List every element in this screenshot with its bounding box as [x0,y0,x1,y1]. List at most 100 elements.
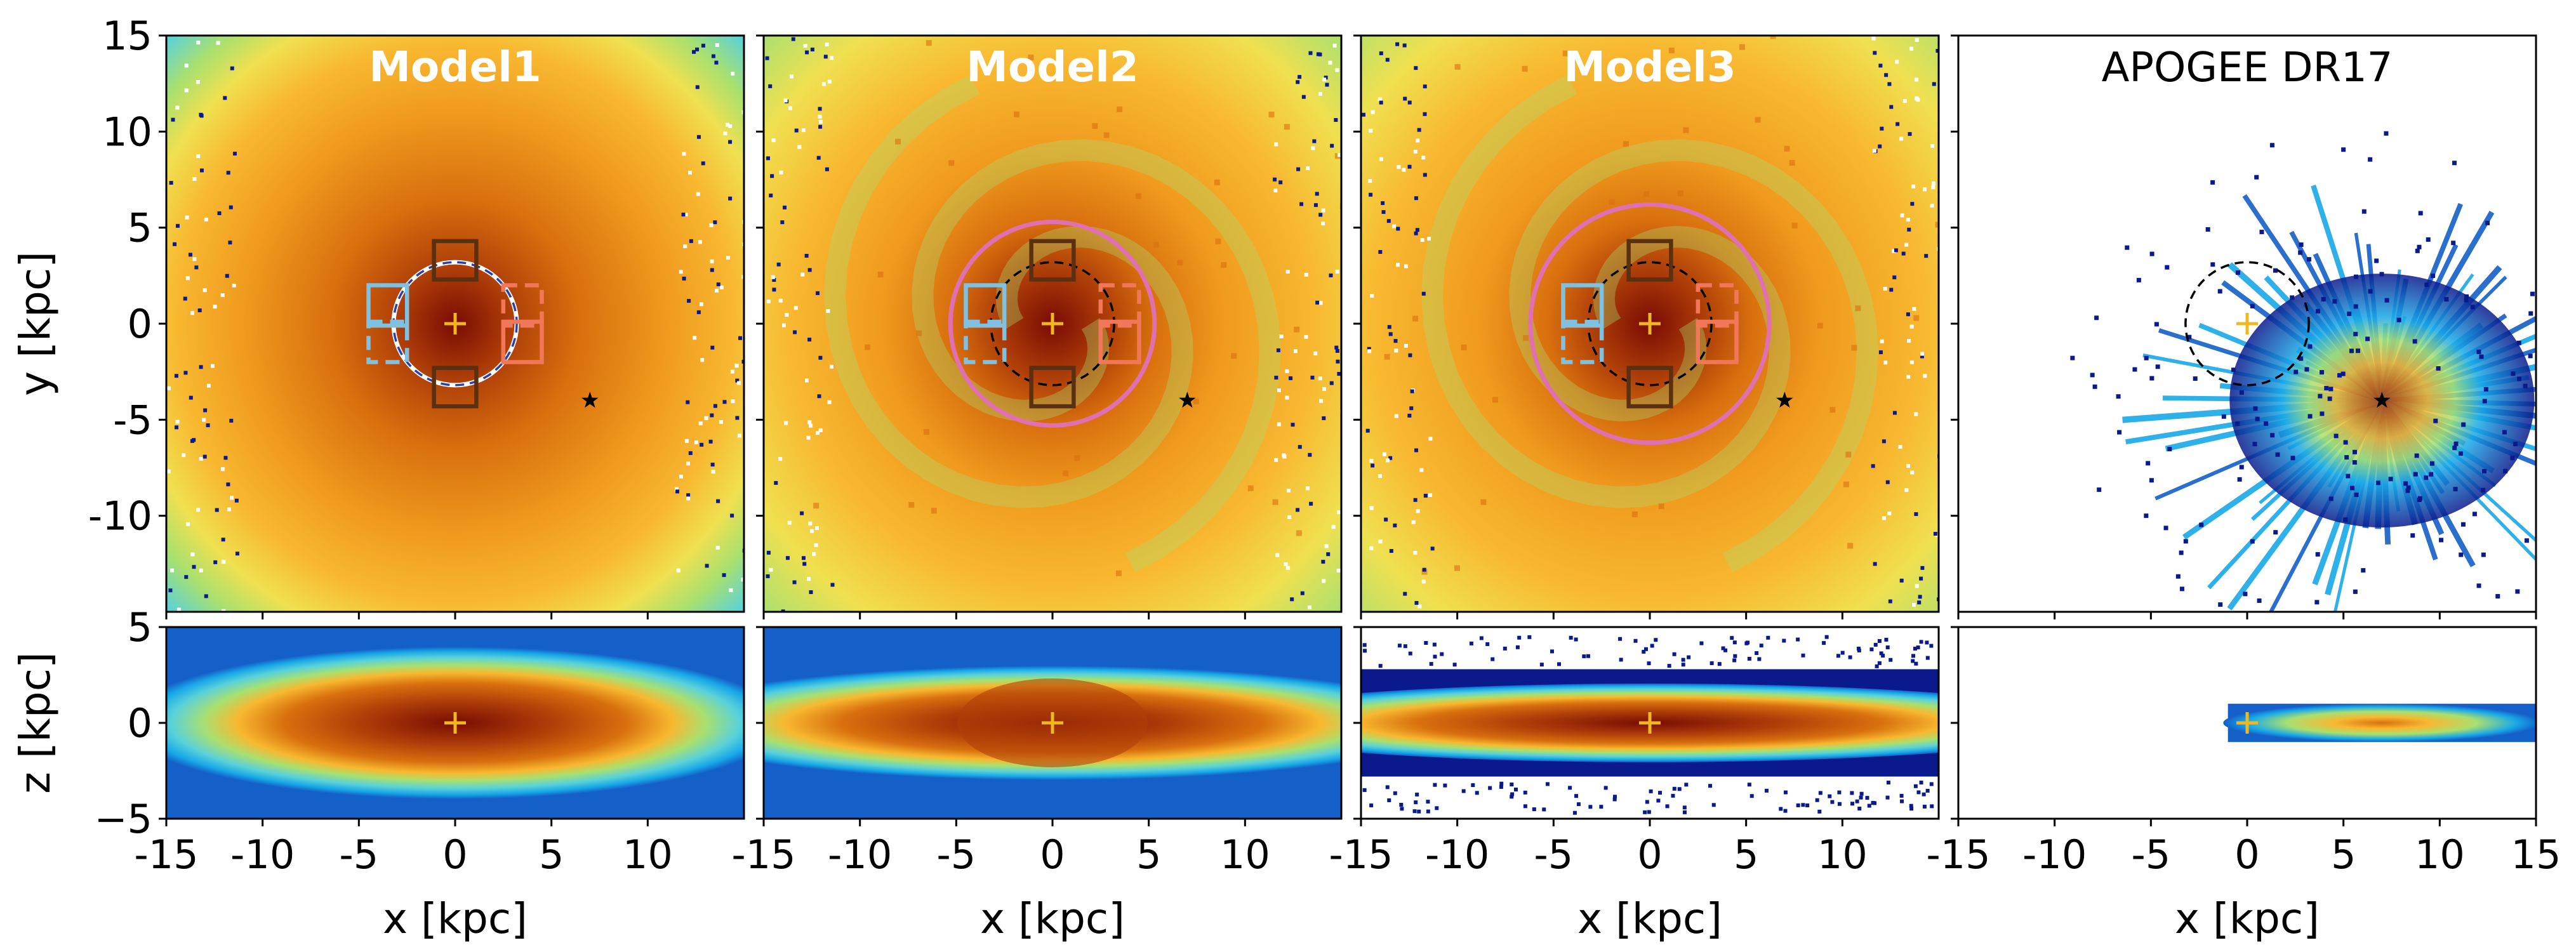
observed-pixel [2235,421,2240,426]
noise-pixel [1805,803,1810,808]
noise-pixel [765,56,769,60]
noise-pixel [800,511,804,515]
noise-pixel [698,240,702,244]
x-tick-label: 0 [2234,831,2259,878]
noise-pixel [1599,805,1603,809]
x-tick-label: -15 [1329,831,1393,878]
noise-pixel [1930,804,1934,809]
noise-pixel [818,119,823,124]
density-knot [1115,570,1122,576]
noise-pixel [1888,599,1892,604]
noise-pixel [1885,645,1890,649]
x-tick-label: 5 [2331,831,2356,878]
noise-pixel [801,128,806,133]
panel-title: Model2 [966,43,1139,91]
noise-pixel [741,275,744,279]
observed-pixel [2273,268,2278,273]
y-tick-label: 5 [128,205,152,251]
noise-pixel [1322,579,1326,583]
observed-pixel [2237,477,2242,482]
observed-pixel [2235,270,2240,275]
x-axis-label: x [kpc] [1577,894,1722,943]
noise-pixel [1883,360,1888,365]
noise-pixel [1899,136,1904,141]
noise-pixel [1329,381,1334,385]
noise-pixel [1420,238,1424,242]
noise-pixel [781,323,786,327]
observed-pixel [2353,304,2358,309]
x-tick-label: -15 [1926,831,1990,878]
noise-pixel [1416,138,1420,143]
noise-pixel [1932,82,1936,86]
noise-pixel [190,552,195,557]
noise-pixel [184,88,189,93]
noise-pixel [202,288,207,293]
noise-pixel [1612,795,1617,799]
noise-pixel [781,609,785,612]
observed-pixel [2352,460,2357,465]
noise-pixel [1440,652,1444,656]
noise-pixel [698,421,703,426]
observed-pixel [2344,455,2349,460]
density-knot [1117,106,1123,112]
noise-pixel [1523,790,1527,795]
noise-pixel [1296,80,1300,84]
noise-pixel [805,50,809,55]
noise-pixel [1885,795,1890,800]
density-knot [1791,222,1798,228]
noise-pixel [1747,783,1751,787]
noise-pixel [1296,508,1300,512]
noise-pixel [1656,798,1661,803]
noise-pixel [204,217,208,221]
density-knot [1789,160,1795,166]
edgeon-heatmap [1958,627,2536,819]
observed-pixel [2433,418,2438,423]
observed-pixel [2239,390,2244,395]
observed-pixel [2199,522,2204,527]
noise-pixel [1746,640,1750,645]
noise-pixel [809,423,813,428]
observed-pixel [2352,449,2357,454]
faceon-heatmap [166,36,744,612]
noise-pixel [728,196,733,201]
noise-pixel [1796,637,1800,642]
density-knot [1609,199,1615,205]
noise-pixel [766,300,771,304]
noise-pixel [701,161,705,166]
noise-pixel [1318,376,1322,381]
noise-pixel [1499,781,1504,786]
observed-pixel [2479,354,2484,359]
density-knot [1847,543,1854,549]
density-knot [1755,117,1761,123]
density-knot [1294,326,1300,333]
noise-pixel [1316,52,1320,56]
noise-pixel [1279,334,1284,339]
density-knot [1492,397,1498,403]
noise-pixel [794,128,799,133]
observed-pixel [2459,552,2464,557]
observed-pixel [2257,598,2262,603]
observed-pixel [2328,496,2334,501]
observed-pixel [2542,216,2546,220]
noise-pixel [1856,646,1861,651]
noise-pixel [1755,651,1759,656]
noise-pixel [223,96,227,100]
noise-pixel [1882,516,1886,520]
noise-pixel [206,383,211,388]
noise-pixel [1413,149,1417,154]
noise-pixel [1880,339,1884,343]
noise-pixel [166,469,171,473]
noise-pixel [695,85,700,89]
noise-pixel [1909,803,1913,808]
noise-pixel [1417,604,1422,609]
observed-pixel [2570,481,2575,486]
noise-pixel [1322,416,1326,420]
noise-pixel [1859,791,1864,796]
observed-pixel [2482,468,2487,473]
noise-pixel [1417,128,1421,132]
region-box-left-solid [1561,283,1604,328]
observed-pixel [2320,370,2325,375]
noise-pixel [1733,654,1737,658]
noise-pixel [1414,448,1419,453]
x-tick-label: 10 [623,831,673,878]
